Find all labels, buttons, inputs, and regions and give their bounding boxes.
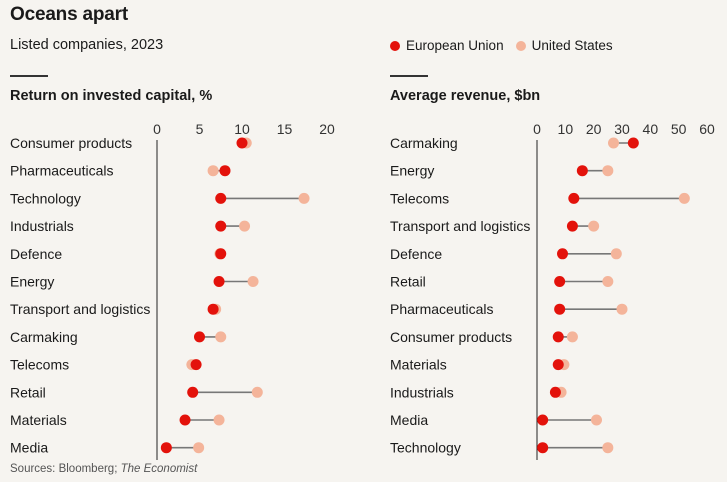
revenue-category-label: Retail bbox=[390, 274, 426, 290]
roic-category-label: Technology bbox=[10, 190, 81, 206]
roic-category-label: Telecoms bbox=[10, 357, 69, 373]
revenue-category-label: Carmaking bbox=[390, 135, 458, 151]
roic-eu-point bbox=[179, 414, 191, 426]
legend-item-us: United States bbox=[515, 38, 613, 53]
roic-eu-point bbox=[215, 220, 227, 232]
roic-x-tick-label: 10 bbox=[234, 121, 250, 137]
revenue-eu-point bbox=[552, 331, 564, 343]
revenue-us-point bbox=[591, 414, 602, 426]
roic-category-label: Defence bbox=[10, 246, 62, 262]
roic-us-point bbox=[247, 276, 259, 287]
revenue-us-point bbox=[610, 248, 622, 260]
roic-x-tick-label: 0 bbox=[153, 121, 161, 137]
legend-eu-swatch bbox=[390, 40, 400, 51]
roic-eu-point bbox=[215, 192, 227, 204]
chart-subtitle: Listed companies, 2023 bbox=[10, 37, 164, 53]
revenue-chart: 0 10 20 30 40 50 60 Carmaking Energy Telecoms Tran… bbox=[390, 121, 715, 460]
roic-us-point bbox=[298, 192, 310, 204]
roic-x-tick-label: 15 bbox=[277, 121, 293, 137]
roic-category-label: Pharmaceuticals bbox=[10, 163, 114, 179]
revenue-eu-point bbox=[537, 414, 549, 426]
revenue-category-label: Defence bbox=[390, 246, 442, 262]
roic-x-tick-label: 20 bbox=[319, 121, 335, 137]
source-prefix: Sources: Bloomberg; bbox=[10, 463, 121, 475]
revenue-x-tick-label: 50 bbox=[671, 121, 687, 137]
revenue-eu-point bbox=[554, 276, 566, 287]
chart-title: Oceans apart bbox=[10, 4, 128, 25]
revenue-x-tick-label: 0 bbox=[533, 121, 541, 137]
roic-category-label: Materials bbox=[10, 412, 67, 428]
legend-us-swatch bbox=[515, 40, 526, 51]
roic-eu-point bbox=[219, 165, 231, 177]
roic-us-point bbox=[213, 414, 225, 426]
revenue-eu-point bbox=[568, 192, 580, 204]
revenue-x-tick-label: 20 bbox=[586, 121, 602, 137]
source-publication: The Economist bbox=[120, 463, 198, 475]
roic-us-point bbox=[207, 165, 219, 177]
right-panel-title: Average revenue, $bn bbox=[390, 88, 541, 104]
roic-eu-point bbox=[213, 276, 225, 287]
left-panel-rule bbox=[10, 75, 48, 77]
revenue-eu-point bbox=[552, 359, 564, 371]
roic-category-label: Transport and logistics bbox=[10, 301, 150, 317]
revenue-category-label: Energy bbox=[390, 163, 434, 179]
revenue-us-point bbox=[602, 165, 614, 177]
revenue-us-point bbox=[588, 220, 600, 232]
roic-eu-point bbox=[215, 248, 227, 260]
roic-x-tick-label: 5 bbox=[196, 121, 204, 137]
roic-category-label: Consumer products bbox=[10, 135, 132, 151]
revenue-us-point bbox=[608, 137, 619, 149]
revenue-us-point bbox=[602, 442, 614, 454]
roic-us-point bbox=[193, 442, 205, 454]
roic-eu-point bbox=[187, 386, 199, 398]
revenue-category-label: Pharmaceuticals bbox=[390, 301, 494, 317]
roic-eu-point bbox=[207, 303, 219, 315]
revenue-category-label: Telecoms bbox=[390, 190, 449, 206]
revenue-eu-point bbox=[566, 220, 578, 232]
roic-us-point bbox=[239, 220, 251, 232]
revenue-x-tick-label: 30 bbox=[614, 121, 630, 137]
roic-eu-point bbox=[160, 442, 172, 454]
legend-eu-label: European Union bbox=[406, 38, 504, 53]
legend-item-eu: European Union bbox=[390, 38, 504, 53]
roic-category-label: Industrials bbox=[10, 218, 74, 234]
roic-category-label: Carmaking bbox=[10, 329, 78, 345]
revenue-eu-point bbox=[627, 137, 639, 149]
revenue-eu-point bbox=[549, 386, 561, 398]
revenue-category-label: Technology bbox=[390, 440, 461, 456]
revenue-eu-point bbox=[576, 165, 588, 177]
roic-category-label: Media bbox=[10, 440, 48, 456]
roic-eu-point bbox=[194, 331, 205, 343]
right-panel-rule bbox=[390, 75, 428, 77]
source-note: Sources: Bloomberg; The Economist bbox=[10, 463, 197, 475]
revenue-category-label: Consumer products bbox=[390, 329, 512, 345]
legend-us-label: United States bbox=[531, 38, 613, 53]
revenue-us-point bbox=[678, 192, 690, 204]
revenue-category-label: Media bbox=[390, 412, 428, 428]
revenue-eu-point bbox=[557, 248, 568, 260]
roic-eu-point bbox=[236, 137, 248, 149]
roic-us-point bbox=[215, 331, 227, 343]
roic-us-point bbox=[251, 386, 263, 398]
revenue-us-point bbox=[602, 276, 614, 287]
revenue-category-label: Transport and logistics bbox=[390, 218, 530, 234]
revenue-us-point bbox=[616, 303, 628, 315]
roic-category-label: Retail bbox=[10, 384, 46, 400]
revenue-eu-point bbox=[537, 442, 549, 454]
roic-eu-point bbox=[190, 359, 202, 371]
revenue-category-label: Industrials bbox=[390, 384, 454, 400]
revenue-x-tick-label: 60 bbox=[699, 121, 715, 137]
revenue-x-tick-label: 40 bbox=[643, 121, 659, 137]
roic-chart: 0 5 10 15 20 Consumer products Pharmaceuticals… bbox=[10, 121, 335, 460]
revenue-eu-point bbox=[554, 303, 566, 315]
revenue-category-label: Materials bbox=[390, 357, 447, 373]
roic-category-label: Energy bbox=[10, 274, 54, 290]
left-panel-title: Return on invested capital, % bbox=[10, 88, 213, 104]
revenue-us-point bbox=[566, 331, 578, 343]
legend: European Union United States bbox=[390, 38, 619, 53]
revenue-x-tick-label: 10 bbox=[558, 121, 574, 137]
